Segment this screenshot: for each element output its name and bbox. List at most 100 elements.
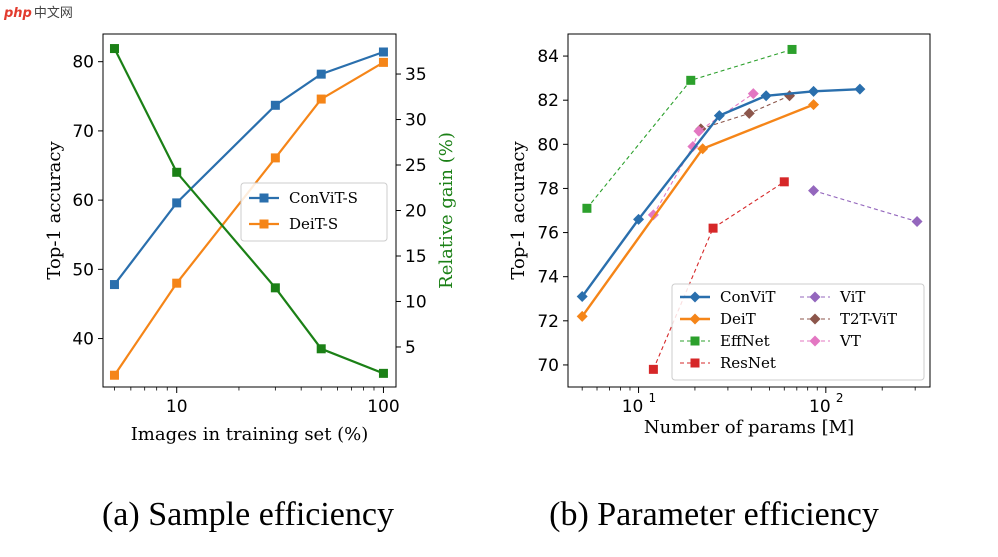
data-point bbox=[172, 198, 182, 208]
data-point bbox=[686, 75, 696, 85]
data-point bbox=[172, 167, 182, 177]
data-point bbox=[787, 44, 797, 54]
legend-label: ViT bbox=[839, 288, 865, 306]
series-line-vit bbox=[813, 190, 918, 223]
chart-sample-efficiency: 40 50 60 70 80 5 10 15 20 25 30 35 10 100 ConViT-S DeiT… bbox=[44, 33, 457, 533]
data-point bbox=[378, 368, 388, 378]
legend: ConViT-S DeiT-S bbox=[240, 182, 388, 242]
data-point bbox=[270, 100, 280, 110]
data-point bbox=[633, 213, 645, 225]
y-tick-label: 80 bbox=[72, 53, 94, 73]
y-tick-label: 70 bbox=[537, 356, 559, 376]
data-point bbox=[747, 88, 759, 100]
data-point bbox=[270, 283, 280, 293]
caption-b: (b) Parameter efficiency bbox=[549, 496, 879, 533]
legend-marker bbox=[689, 291, 701, 303]
data-point bbox=[687, 141, 699, 153]
x-tick-label: 10 bbox=[166, 397, 188, 417]
y-right-tick-label: 5 bbox=[405, 338, 416, 358]
y-tick-label: 76 bbox=[537, 224, 559, 244]
data-point bbox=[784, 90, 796, 102]
data-point bbox=[582, 203, 592, 213]
data-point bbox=[697, 143, 709, 155]
y-tick-label: 60 bbox=[72, 191, 94, 211]
legend-marker bbox=[259, 219, 269, 229]
x-axis-label: Number of params [M] bbox=[644, 417, 854, 438]
data-point bbox=[713, 110, 725, 122]
legend-marker bbox=[690, 358, 700, 368]
data-point bbox=[378, 57, 388, 67]
legend-label: DeiT bbox=[720, 310, 756, 328]
data-point bbox=[808, 185, 820, 197]
legend-label: ConViT-S bbox=[289, 189, 358, 207]
y-right-tick-label: 10 bbox=[405, 292, 427, 312]
data-point bbox=[576, 291, 588, 303]
data-point bbox=[808, 85, 820, 97]
data-point bbox=[378, 47, 388, 57]
data-point bbox=[109, 44, 119, 54]
data-point bbox=[172, 278, 182, 288]
data-point bbox=[911, 216, 923, 228]
y-tick-label: 82 bbox=[537, 91, 559, 111]
x-axis-label: Images in training set (%) bbox=[131, 424, 369, 445]
data-point bbox=[648, 364, 658, 374]
y-tick-label: 74 bbox=[537, 268, 559, 288]
legend-marker bbox=[809, 335, 821, 347]
x-tick-exponent: 2 bbox=[836, 391, 844, 405]
data-point bbox=[808, 99, 820, 111]
data-point bbox=[760, 90, 772, 102]
caption-a: (a) Sample efficiency bbox=[102, 496, 394, 533]
y-tick-label: 50 bbox=[72, 260, 94, 280]
data-point bbox=[316, 344, 326, 354]
y-right-tick-label: 25 bbox=[405, 156, 427, 176]
x-tick-label: 10 bbox=[622, 397, 644, 417]
plot-frame bbox=[102, 33, 397, 388]
legend-label: T2T-ViT bbox=[840, 310, 897, 328]
y-tick-label: 72 bbox=[537, 312, 559, 332]
plot-frame bbox=[567, 33, 931, 388]
x-tick-exponent: 1 bbox=[649, 391, 657, 405]
legend-marker bbox=[689, 313, 701, 325]
legend-marker bbox=[690, 336, 700, 346]
legend-label: ResNet bbox=[720, 354, 776, 372]
y-tick-label: 80 bbox=[537, 135, 559, 155]
watermark: php 中文网 bbox=[4, 2, 73, 21]
y-right-axis-label: Relative gain (%) bbox=[436, 132, 457, 289]
legend-box bbox=[671, 283, 925, 381]
data-point bbox=[779, 177, 789, 187]
series-line-effnet bbox=[586, 48, 793, 209]
legend-label: DeiT-S bbox=[289, 215, 338, 233]
y-tick-label: 78 bbox=[537, 179, 559, 199]
legend-marker bbox=[809, 291, 821, 303]
y-tick-label: 84 bbox=[537, 47, 559, 67]
data-point bbox=[854, 83, 866, 95]
watermark-text: 中文网 bbox=[33, 6, 73, 21]
y-right-tick-label: 35 bbox=[405, 65, 427, 85]
y-tick-label: 40 bbox=[72, 330, 94, 350]
data-point bbox=[270, 153, 280, 163]
x-tick-label: 100 bbox=[367, 397, 399, 417]
y-right-tick-label: 15 bbox=[405, 247, 427, 267]
legend: ConViT DeiT EffNet ResNet ViT T2T-ViT VT bbox=[671, 283, 925, 381]
watermark-brand: php bbox=[4, 6, 32, 21]
legend-marker bbox=[259, 193, 269, 203]
data-point bbox=[109, 280, 119, 290]
data-point bbox=[109, 370, 119, 380]
y-right-tick-label: 20 bbox=[405, 202, 427, 222]
data-point bbox=[693, 125, 705, 137]
legend-label: ConViT bbox=[720, 288, 776, 306]
data-point bbox=[316, 94, 326, 104]
data-point bbox=[316, 69, 326, 79]
series-line-convit bbox=[581, 87, 860, 298]
data-point bbox=[576, 310, 588, 322]
data-point bbox=[708, 223, 718, 233]
y-axis-label: Top-1 accuracy bbox=[44, 141, 65, 280]
chart-parameter-efficiency: 70 72 74 76 78 80 82 84 10 1 10 2 ConViT DeiT EffNet Re… bbox=[508, 33, 931, 533]
legend-marker bbox=[809, 313, 821, 325]
y-right-tick-label: 30 bbox=[405, 111, 427, 131]
legend-label: VT bbox=[839, 332, 861, 350]
data-point bbox=[743, 107, 755, 119]
x-tick-label: 10 bbox=[809, 397, 831, 417]
y-axis-label: Top-1 accuracy bbox=[508, 141, 529, 280]
